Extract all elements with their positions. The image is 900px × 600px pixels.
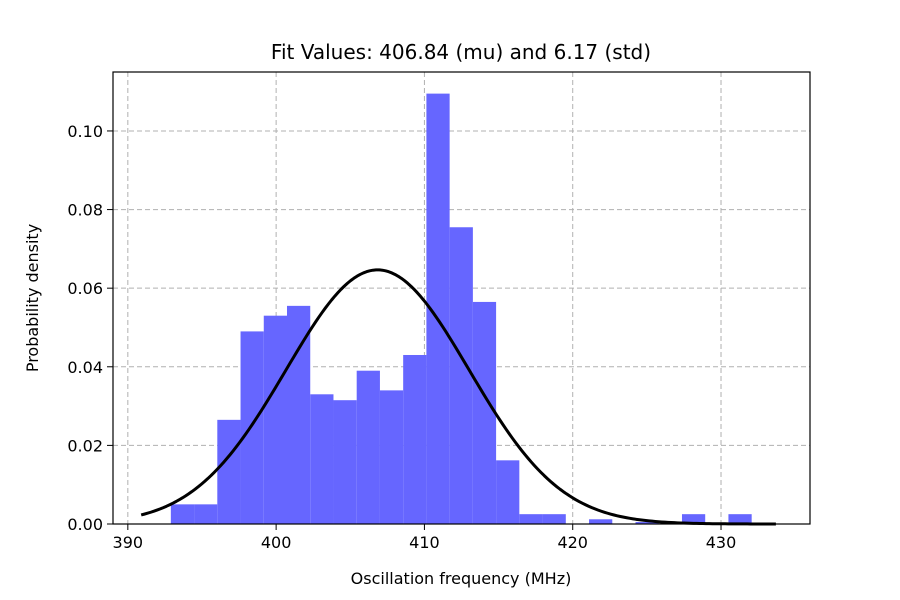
histogram-bar <box>286 305 311 524</box>
fit-curve-group <box>140 268 776 526</box>
histogram-bar <box>635 522 659 524</box>
histogram-bar <box>217 419 241 524</box>
fit-curve <box>140 268 776 526</box>
x-axis-label: Oscillation frequency (MHz) <box>351 569 572 588</box>
x-tick-label: 400 <box>261 533 292 552</box>
chart-title: Fit Values: 406.84 (mu) and 6.17 (std) <box>271 40 651 64</box>
y-tick-label: 0.02 <box>67 436 103 455</box>
histogram-bar <box>263 315 287 524</box>
x-tick-label: 420 <box>557 533 588 552</box>
x-tick-label: 410 <box>409 533 440 552</box>
x-tick-label: 390 <box>113 533 144 552</box>
x-tick-label: 430 <box>706 533 737 552</box>
histogram-bar <box>240 331 264 524</box>
histogram-bar <box>589 519 613 524</box>
histogram-bar <box>403 354 427 524</box>
plot-frame <box>112 71 811 525</box>
y-tick-label: 0.04 <box>67 358 103 377</box>
y-tick-label: 0.10 <box>67 122 103 141</box>
histogram-bar <box>449 227 473 524</box>
histogram-bar <box>426 93 450 524</box>
y-axis-label: Probability density <box>23 224 42 372</box>
histogram-bar <box>472 301 497 524</box>
histogram-bar <box>519 514 543 524</box>
histogram-bar <box>310 394 334 524</box>
y-axis-ticks: 0.00 0.02 0.04 0.06 0.08 0.10 <box>67 122 113 534</box>
y-tick-label: 0.00 <box>67 515 103 534</box>
y-tick-label: 0.08 <box>67 201 103 220</box>
histogram-bar <box>496 460 520 524</box>
histogram-bar <box>333 400 357 524</box>
histogram-bar <box>728 514 752 524</box>
histogram-bar <box>681 514 706 524</box>
y-tick-label: 0.06 <box>67 279 103 298</box>
histogram-bar <box>194 504 218 524</box>
histogram-bar <box>542 514 566 524</box>
histogram-bar <box>356 370 380 524</box>
x-axis-ticks: 390 400 410 420 430 <box>113 524 737 552</box>
histogram-bar <box>170 504 195 524</box>
histogram-bar <box>379 390 404 524</box>
grid-lines <box>113 72 810 525</box>
